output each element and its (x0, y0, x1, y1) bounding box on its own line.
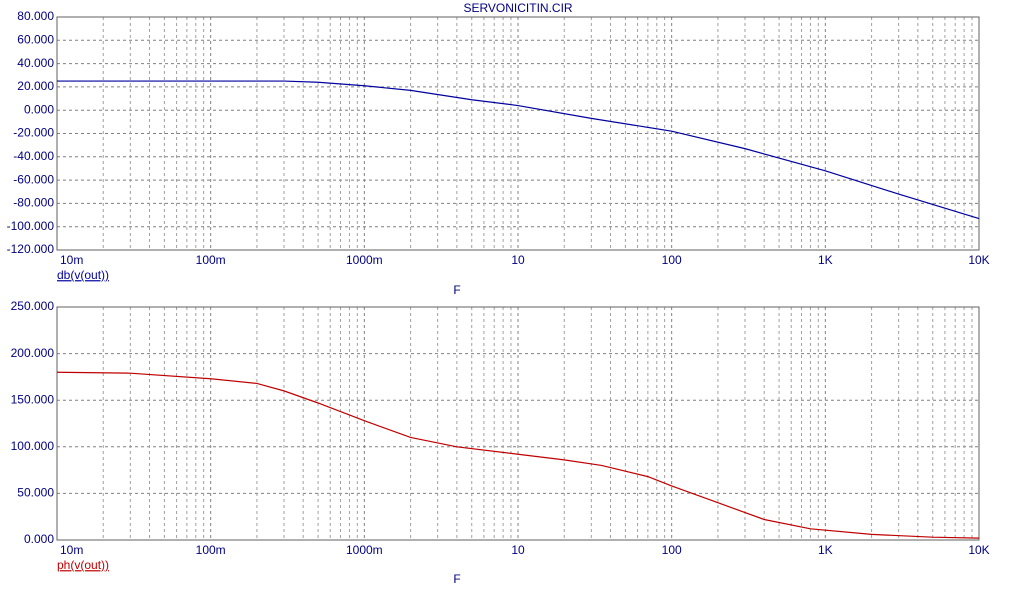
plot-frame (56, 16, 980, 251)
y-tick-label: -40.000 (13, 149, 54, 163)
x-tick-label: 100m (196, 253, 226, 267)
y-tick-label: 250.000 (11, 299, 55, 313)
plot-area (56, 306, 980, 541)
x-axis-label: F (453, 572, 460, 586)
y-tick-label: 40.000 (17, 56, 54, 70)
trace-line (57, 80, 980, 220)
x-tick-label: 10K (968, 253, 989, 267)
x-tick-label: 100m (196, 543, 226, 557)
y-tick-label: -80.000 (13, 196, 54, 210)
plot-frame (56, 306, 980, 541)
y-tick-label: 20.000 (17, 79, 54, 93)
x-tick-label: 10m (60, 543, 83, 557)
x-tick-label: 100 (662, 253, 682, 267)
y-tick-label: 0.000 (24, 532, 54, 546)
x-tick-label: 10 (511, 253, 525, 267)
y-tick-label: 0.000 (24, 102, 54, 116)
trace-legend: ph(v(out)) (57, 558, 109, 572)
x-tick-label: 100 (662, 543, 682, 557)
x-tick-label: 10m (60, 253, 83, 267)
y-tick-label: 80.000 (17, 9, 54, 23)
x-tick-label: 1000m (346, 543, 383, 557)
y-tick-label: 200.000 (11, 346, 55, 360)
x-tick-label: 1K (818, 543, 833, 557)
y-tick-label: -100.000 (7, 219, 55, 233)
chart-title: SERVONICITIN.CIR (463, 1, 572, 15)
y-tick-label: -120.000 (7, 242, 55, 256)
x-axis-label: F (453, 283, 460, 297)
x-tick-label: 10K (968, 543, 989, 557)
plot-area (56, 16, 980, 251)
x-tick-label: 1000m (346, 253, 383, 267)
y-tick-label: 60.000 (17, 32, 54, 46)
y-tick-label: 50.000 (17, 486, 54, 500)
x-tick-label: 1K (818, 253, 833, 267)
y-tick-label: -20.000 (13, 126, 54, 140)
trace-legend: db(v(out)) (57, 268, 109, 282)
y-tick-label: -60.000 (13, 172, 54, 186)
y-tick-label: 100.000 (11, 439, 55, 453)
trace-line (56, 371, 980, 539)
x-tick-label: 10 (511, 543, 525, 557)
y-tick-label: 150.000 (11, 392, 55, 406)
